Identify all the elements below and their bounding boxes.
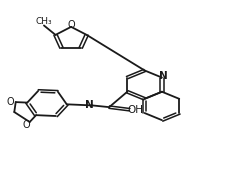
Text: CH₃: CH₃ bbox=[36, 17, 52, 26]
Text: O: O bbox=[23, 120, 30, 130]
Text: OH: OH bbox=[127, 105, 143, 115]
Text: N: N bbox=[85, 100, 94, 110]
Text: O: O bbox=[67, 20, 75, 30]
Text: N: N bbox=[159, 71, 167, 81]
Text: O: O bbox=[6, 97, 14, 107]
